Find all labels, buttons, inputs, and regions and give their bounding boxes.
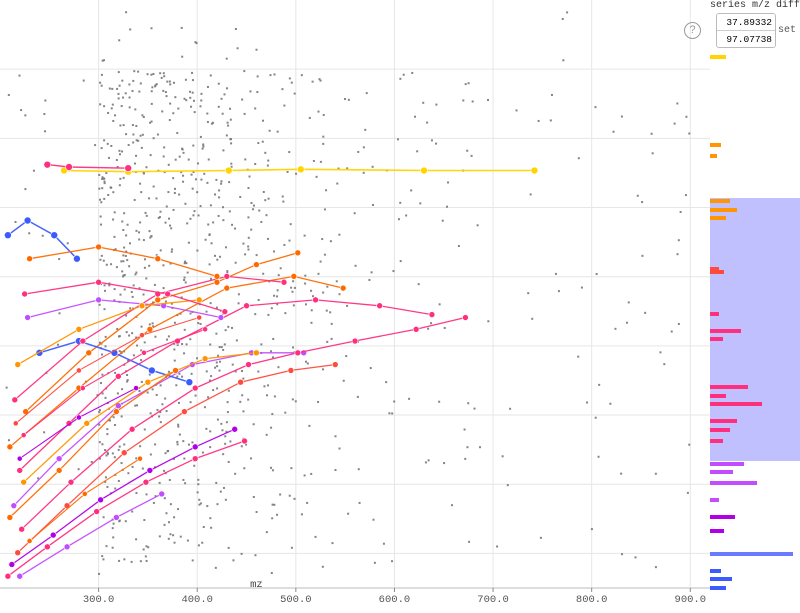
hist-bar — [710, 428, 730, 432]
svg-text:800.0: 800.0 — [576, 594, 608, 606]
hist-bar — [710, 55, 726, 59]
svg-text:700.0: 700.0 — [477, 594, 509, 606]
hist-bar — [710, 462, 744, 466]
hist-bar — [710, 394, 726, 398]
svg-text:900.0: 900.0 — [675, 594, 707, 606]
hist-bar — [710, 402, 762, 406]
help-icon[interactable]: ? — [684, 22, 701, 39]
sidebar-title: series m/z difference — [710, 0, 800, 11]
series-mz-sidebar: series m/z difference set — [710, 0, 800, 613]
set-button[interactable]: set — [778, 25, 796, 36]
svg-text:500.0: 500.0 — [280, 594, 312, 606]
svg-text:mz: mz — [250, 579, 263, 591]
hist-bar — [710, 552, 793, 556]
mz-diff-input-1[interactable] — [717, 14, 775, 31]
hist-bar — [710, 208, 737, 212]
hist-bar — [710, 329, 741, 333]
hist-bar — [710, 312, 719, 316]
mz-diff-input-2[interactable] — [717, 31, 775, 47]
hist-bar — [710, 586, 726, 590]
hist-bar — [710, 515, 735, 519]
hist-bar — [710, 569, 721, 573]
hist-bar — [710, 529, 724, 533]
hist-bar — [710, 577, 732, 581]
hist-bar — [710, 481, 757, 485]
hist-bar — [710, 419, 737, 423]
help-glyph: ? — [689, 24, 695, 36]
hist-bar — [710, 385, 748, 389]
svg-text:400.0: 400.0 — [181, 594, 213, 606]
svg-text:300.0: 300.0 — [83, 594, 115, 606]
hist-bar — [710, 439, 723, 443]
hist-bar — [710, 498, 719, 502]
hist-bar — [710, 199, 730, 203]
hist-bar — [710, 154, 717, 158]
hist-bar — [710, 270, 724, 274]
hist-bar — [710, 143, 721, 147]
mz-difference-form: set — [716, 13, 796, 48]
hist-bar — [710, 337, 723, 341]
hist-bar — [710, 470, 733, 474]
main-scatter-plot[interactable]: 300.0 400.0 500.0 600.0 700.0 800.0 900.0 mz — [0, 0, 710, 613]
svg-text:600.0: 600.0 — [379, 594, 411, 606]
series-histogram[interactable] — [710, 49, 800, 613]
hist-bar — [710, 216, 726, 220]
